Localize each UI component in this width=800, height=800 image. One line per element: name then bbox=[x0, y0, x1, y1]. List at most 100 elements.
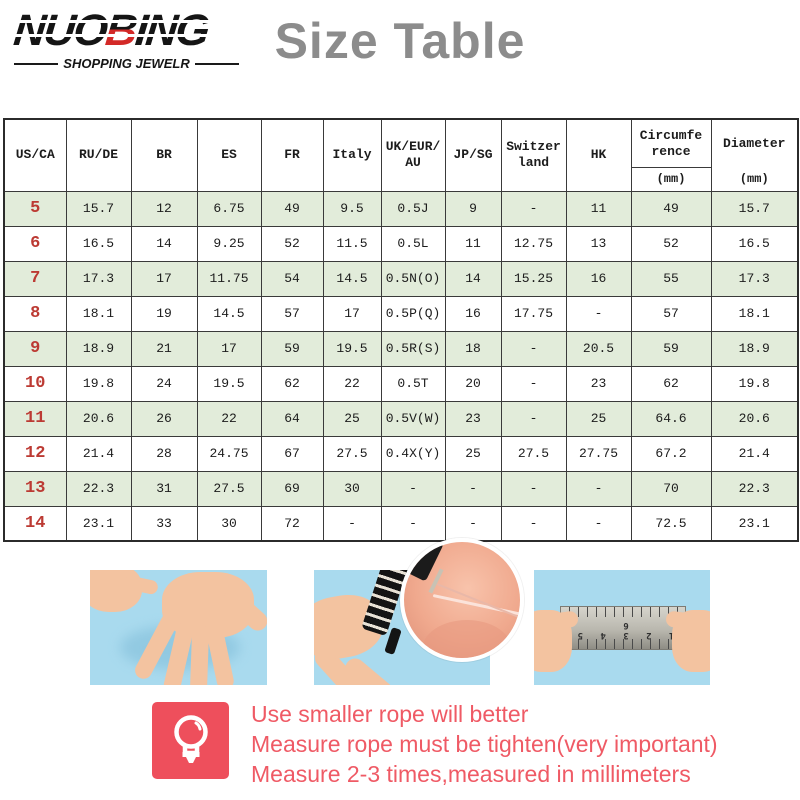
size-cell: 18.1 bbox=[65, 295, 132, 332]
tool-tip-closeup bbox=[428, 568, 444, 594]
size-cell: 27.5 bbox=[322, 435, 382, 472]
size-cell: 52 bbox=[630, 225, 712, 262]
header-row: US/CA RU/DE BR ES FR Italy UK/EUR/ AU JP… bbox=[3, 118, 799, 192]
size-cell: 20.6 bbox=[710, 400, 799, 437]
size-cell: 27.5 bbox=[196, 470, 262, 507]
size-cell: 72 bbox=[260, 505, 324, 542]
tip-icon-box bbox=[152, 702, 229, 779]
size-cell: 25 bbox=[322, 400, 382, 437]
size-cell: 31 bbox=[130, 470, 198, 507]
size-cell: 27.5 bbox=[500, 435, 567, 472]
size-cell: 0.5V(W) bbox=[380, 400, 446, 437]
size-cell: 9 bbox=[444, 190, 502, 227]
col-header-diameter: Diameter (mm) bbox=[710, 118, 799, 192]
brand-tagline: SHOPPING JEWELR bbox=[14, 56, 240, 71]
ruler-photo: 1 2 3 4 5 6 bbox=[534, 570, 710, 685]
size-cell: 11.5 bbox=[322, 225, 382, 262]
size-cell: 67 bbox=[260, 435, 324, 472]
size-cell: 18.9 bbox=[710, 330, 799, 367]
magnifier-inset-circle bbox=[400, 538, 524, 662]
size-cell: 0.5L bbox=[380, 225, 446, 262]
table-row: 13 22.3 31 27.5 69 30- - - -70 22.3 bbox=[3, 470, 799, 507]
size-cell: 25 bbox=[565, 400, 632, 437]
size-cell: 67.2 bbox=[630, 435, 712, 472]
size-cell: 14 bbox=[130, 225, 198, 262]
size-cell: 12 bbox=[130, 190, 198, 227]
size-cell: 17 bbox=[130, 260, 198, 297]
size-cell: 23.1 bbox=[710, 505, 799, 542]
size-cell: 0.5P(Q) bbox=[380, 295, 446, 332]
size-cell: - bbox=[444, 470, 502, 507]
us-size-cell: 9 bbox=[3, 330, 67, 367]
tip-line: Measure rope must be tighten(very import… bbox=[251, 731, 718, 757]
size-cell: 14.5 bbox=[322, 260, 382, 297]
size-cell: 16.5 bbox=[65, 225, 132, 262]
size-cell: 55 bbox=[630, 260, 712, 297]
table-row: 5 15.7 12 6.75 49 9.5 0.5J 9-11 49 15.7 bbox=[3, 190, 799, 227]
size-cell: 21.4 bbox=[65, 435, 132, 472]
us-size-cell: 11 bbox=[3, 400, 67, 437]
size-cell: 30 bbox=[322, 470, 382, 507]
size-cell: - bbox=[500, 190, 567, 227]
col-header-jpsg: JP/SG bbox=[444, 118, 502, 192]
size-cell: 57 bbox=[630, 295, 712, 332]
brand-name: NUOBING bbox=[11, 6, 247, 55]
size-cell: 62 bbox=[260, 365, 324, 402]
size-cell: 72.5 bbox=[630, 505, 712, 542]
finger-closeup bbox=[422, 620, 512, 658]
size-cell: - bbox=[565, 295, 632, 332]
size-cell: - bbox=[565, 505, 632, 542]
size-cell: 18 bbox=[444, 330, 502, 367]
hand-photo-open-palm bbox=[90, 570, 267, 685]
ruler-ticks bbox=[561, 639, 685, 649]
size-cell: - bbox=[500, 365, 567, 402]
circumference-unit: (mm) bbox=[632, 167, 710, 190]
size-cell: 0.5N(O) bbox=[380, 260, 446, 297]
size-cell: 14 bbox=[444, 260, 502, 297]
size-cell: 59 bbox=[630, 330, 712, 367]
brand-name-right: ING bbox=[133, 6, 211, 55]
tip-line: Measure 2-3 times,measured in millimeter… bbox=[251, 761, 691, 787]
size-cell: 14.5 bbox=[196, 295, 262, 332]
size-cell: 70 bbox=[630, 470, 712, 507]
col-header-italy: Italy bbox=[322, 118, 382, 192]
size-cell: - bbox=[500, 505, 567, 542]
size-cell: 24 bbox=[130, 365, 198, 402]
ring-size-table: US/CA RU/DE BR ES FR Italy UK/EUR/ AU JP… bbox=[3, 118, 799, 542]
size-cell: 16 bbox=[444, 295, 502, 332]
size-cell: - bbox=[444, 505, 502, 542]
size-cell: - bbox=[380, 505, 446, 542]
size-cell: 22.3 bbox=[710, 470, 799, 507]
size-cell: - bbox=[500, 330, 567, 367]
table-row: 14 23.1 33 30 72- - - - -72.5 23.1 bbox=[3, 505, 799, 542]
size-cell: 27.75 bbox=[565, 435, 632, 472]
col-header-usca: US/CA bbox=[3, 118, 67, 192]
size-cell: 52 bbox=[260, 225, 324, 262]
size-cell: 19 bbox=[130, 295, 198, 332]
page-title: Size Table bbox=[274, 13, 526, 69]
size-cell: 18.1 bbox=[710, 295, 799, 332]
size-cell: 69 bbox=[260, 470, 324, 507]
size-cell: 15.25 bbox=[500, 260, 567, 297]
size-cell: 0.5J bbox=[380, 190, 446, 227]
size-cell: 15.7 bbox=[710, 190, 799, 227]
us-size-cell: 13 bbox=[3, 470, 67, 507]
tagline-rule-left bbox=[14, 62, 59, 65]
size-cell: 49 bbox=[630, 190, 712, 227]
size-cell: 23 bbox=[444, 400, 502, 437]
diameter-label: Diameter bbox=[723, 135, 786, 151]
size-cell: 19.8 bbox=[710, 365, 799, 402]
us-size-cell: 12 bbox=[3, 435, 67, 472]
size-cell: 64 bbox=[260, 400, 324, 437]
size-cell: 19.8 bbox=[65, 365, 132, 402]
size-cell: 11 bbox=[444, 225, 502, 262]
size-cell: 11 bbox=[565, 190, 632, 227]
tip-line: Use smaller rope will better bbox=[251, 701, 529, 727]
tagline-rule-right bbox=[194, 62, 240, 65]
finger-shape bbox=[341, 654, 423, 685]
size-cell: 16 bbox=[565, 260, 632, 297]
size-cell: 20.5 bbox=[565, 330, 632, 367]
size-cell: 17.3 bbox=[710, 260, 799, 297]
size-cell: 22 bbox=[196, 400, 262, 437]
size-cell: 20 bbox=[444, 365, 502, 402]
